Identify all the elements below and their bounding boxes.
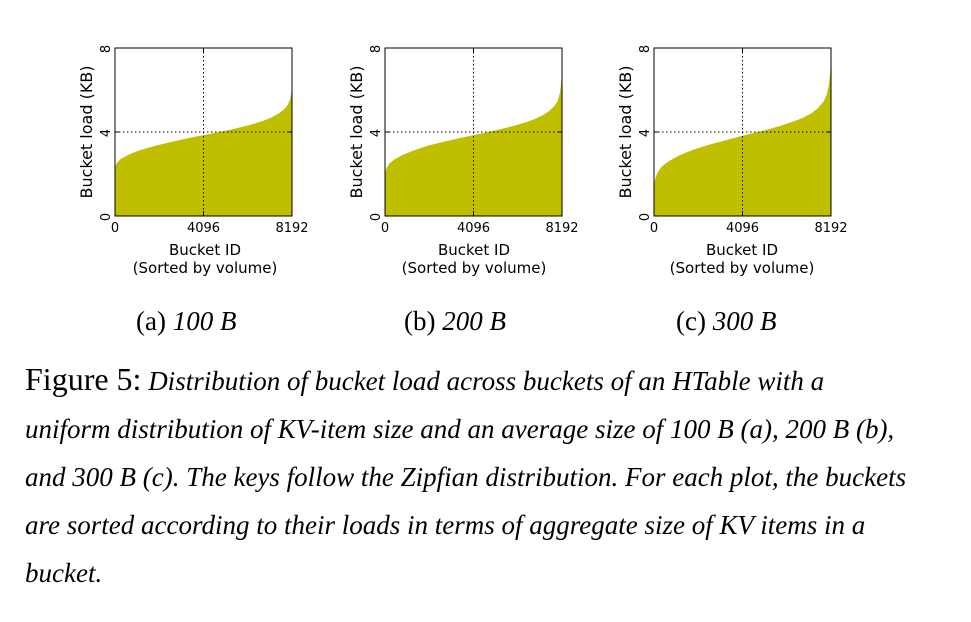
chart-panel-a: 0 4 8 0 4096 8192 Bucket load (KB) Bucket ID (…	[70, 30, 370, 285]
x-tick-label-b: 0	[381, 221, 389, 236]
x-tick-label-a: 4096	[187, 221, 220, 236]
x-axis-subtitle-a: (Sorted by volume)	[132, 259, 278, 277]
y-tick-label-c: 0	[638, 213, 653, 221]
y-tick-label-a: 8	[99, 45, 114, 53]
x-axis-label-a: Bucket ID (Sorted by volume)	[105, 241, 305, 277]
y-tick-label-c: 4	[638, 129, 653, 137]
x-tick-label-a: 0	[111, 221, 119, 236]
subcaption-b-label: (b)	[404, 306, 436, 336]
x-tick-label-c: 0	[650, 221, 658, 236]
figure-label: Figure 5:	[25, 361, 142, 397]
chart-svg-c: 0 4 8 0 4096 8192 Bucket load (KB)	[616, 45, 848, 236]
caption-text: Distribution of bucket load across bucke…	[25, 366, 907, 588]
x-tick-label-c: 8192	[814, 221, 847, 236]
y-axis-label-a: Bucket load (KB)	[77, 65, 96, 198]
y-tick-label-a: 0	[99, 213, 114, 221]
subcaption-b: (b) 200 B	[404, 306, 506, 337]
subcaption-a-label: (a)	[136, 306, 166, 336]
y-axis-label-b: Bucket load (KB)	[347, 65, 366, 198]
x-axis-subtitle-c: (Sorted by volume)	[669, 259, 815, 277]
y-tick-label-a: 4	[99, 129, 114, 137]
figure-caption: Figure 5: Distribution of bucket load ac…	[25, 355, 915, 597]
x-axis-subtitle-b: (Sorted by volume)	[401, 259, 547, 277]
x-tick-label-c: 4096	[726, 221, 759, 236]
subcaption-a: (a) 100 B	[136, 306, 236, 337]
chart-svg-b: 0 4 8 0 4096 8192 Bucket load (KB)	[347, 45, 579, 236]
y-tick-label-b: 0	[369, 213, 384, 221]
x-tick-label-b: 8192	[545, 221, 578, 236]
chart-panel-b: 0 4 8 0 4096 8192 Bucket load (KB) Bucket ID (…	[340, 30, 640, 285]
x-tick-label-b: 4096	[457, 221, 490, 236]
y-tick-label-b: 8	[369, 45, 384, 53]
subcaption-b-size: 200 B	[442, 306, 506, 336]
x-axis-label-c: Bucket ID (Sorted by volume)	[642, 241, 842, 277]
subcaption-c: (c) 300 B	[676, 306, 776, 337]
chart-svg-a: 0 4 8 0 4096 8192 Bucket load (KB)	[77, 45, 309, 236]
subcaption-c-label: (c)	[676, 306, 706, 336]
x-tick-label-a: 8192	[275, 221, 308, 236]
y-axis-label-c: Bucket load (KB)	[616, 65, 635, 198]
x-axis-title-b: Bucket ID	[437, 241, 511, 259]
subcaption-a-size: 100 B	[172, 306, 237, 336]
x-axis-label-b: Bucket ID (Sorted by volume)	[374, 241, 574, 277]
load-area-a	[115, 85, 292, 216]
chart-panel-c: 0 4 8 0 4096 8192 Bucket load (KB) Bucket ID (…	[609, 30, 909, 285]
y-tick-label-c: 8	[638, 45, 653, 53]
x-axis-title-c: Bucket ID	[705, 241, 779, 259]
y-tick-label-b: 4	[369, 129, 384, 137]
x-axis-title-a: Bucket ID	[168, 241, 242, 259]
subcaption-c-size: 300 B	[712, 306, 777, 336]
